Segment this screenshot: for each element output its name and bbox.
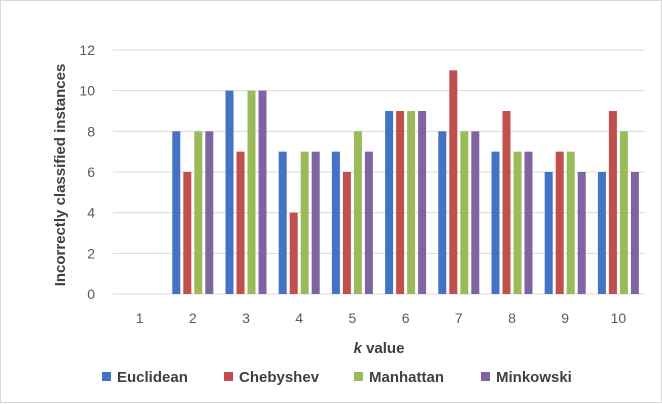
y-tick-label: 10	[79, 83, 95, 99]
bar-minkowski-4	[311, 151, 320, 294]
bar-euclidean-2	[172, 131, 181, 294]
y-tick-label: 0	[87, 286, 95, 302]
y-tick-label: 8	[87, 123, 95, 139]
x-axis-title-suffix: value	[362, 340, 405, 357]
x-tick-label: 7	[455, 310, 463, 326]
bar-manhattan-8	[513, 151, 522, 294]
bar-minkowski-8	[524, 151, 533, 294]
bar-minkowski-5	[364, 151, 373, 294]
bar-chebyshev-3	[236, 151, 245, 294]
x-tick-label: 5	[349, 310, 357, 326]
bar-manhattan-7	[460, 131, 469, 294]
bar-chebyshev-6	[396, 111, 405, 294]
bar-euclidean-9	[544, 172, 553, 294]
x-axis-ticks: 1 2 3 4 5 6 7 8 9 10	[136, 310, 627, 326]
x-tick-label: 10	[611, 310, 627, 326]
bar-euclidean-6	[385, 111, 394, 294]
x-axis-title: k value	[354, 340, 405, 357]
legend-swatch-chebyshev	[224, 372, 233, 381]
x-tick-label: 3	[242, 310, 250, 326]
bar-chebyshev-2	[183, 172, 192, 294]
bar-chebyshev-5	[342, 172, 351, 294]
bar-minkowski-6	[418, 111, 427, 294]
bar-minkowski-7	[471, 131, 480, 294]
bar-euclidean-5	[331, 151, 340, 294]
bar-euclidean-7	[438, 131, 447, 294]
x-axis-title-variable: k	[354, 340, 363, 357]
bar-chebyshev-8	[502, 111, 511, 294]
y-tick-label: 6	[87, 164, 95, 180]
y-tick-label: 12	[79, 42, 95, 58]
legend-label-euclidean: Euclidean	[117, 369, 188, 386]
bar-chebyshev-7	[449, 70, 458, 294]
x-tick-label: 4	[295, 310, 303, 326]
x-tick-label: 9	[561, 310, 569, 326]
legend-swatch-manhattan	[354, 372, 363, 381]
x-tick-label: 1	[136, 310, 144, 326]
bar-chebyshev-9	[555, 151, 564, 294]
bar-minkowski-10	[630, 172, 639, 294]
bar-manhattan-10	[619, 131, 628, 294]
bar-manhattan-3	[247, 90, 256, 295]
legend-swatch-euclidean	[102, 372, 111, 381]
bar-manhattan-9	[566, 151, 575, 294]
bar-manhattan-5	[353, 131, 362, 294]
y-axis-title: Incorrectly classified instances	[52, 64, 69, 287]
bar-manhattan-6	[407, 111, 416, 294]
bar-manhattan-2	[194, 131, 203, 294]
bar-euclidean-8	[491, 151, 500, 294]
bar-euclidean-3	[225, 90, 234, 295]
gridlines	[113, 49, 645, 295]
bar-minkowski-9	[577, 172, 586, 294]
legend-label-manhattan: Manhattan	[369, 369, 444, 386]
x-tick-label: 6	[402, 310, 410, 326]
bar-minkowski-3	[258, 90, 267, 295]
legend: Euclidean Chebyshev Manhattan Minkowski	[102, 369, 572, 386]
bar-euclidean-4	[278, 151, 287, 294]
bar-chebyshev-10	[608, 111, 617, 294]
bars	[172, 70, 639, 295]
bar-minkowski-2	[205, 131, 214, 294]
x-tick-label: 2	[189, 310, 197, 326]
y-tick-label: 4	[87, 205, 95, 221]
legend-label-chebyshev: Chebyshev	[239, 369, 320, 386]
y-axis-ticks: 0 2 4 6 8 10 12	[79, 42, 95, 302]
legend-swatch-minkowski	[481, 372, 490, 381]
bar-chebyshev-4	[289, 212, 298, 294]
bar-euclidean-10	[597, 172, 606, 294]
y-tick-label: 2	[87, 245, 95, 261]
legend-label-minkowski: Minkowski	[496, 369, 572, 386]
bar-manhattan-4	[300, 151, 309, 294]
x-tick-label: 8	[508, 310, 516, 326]
